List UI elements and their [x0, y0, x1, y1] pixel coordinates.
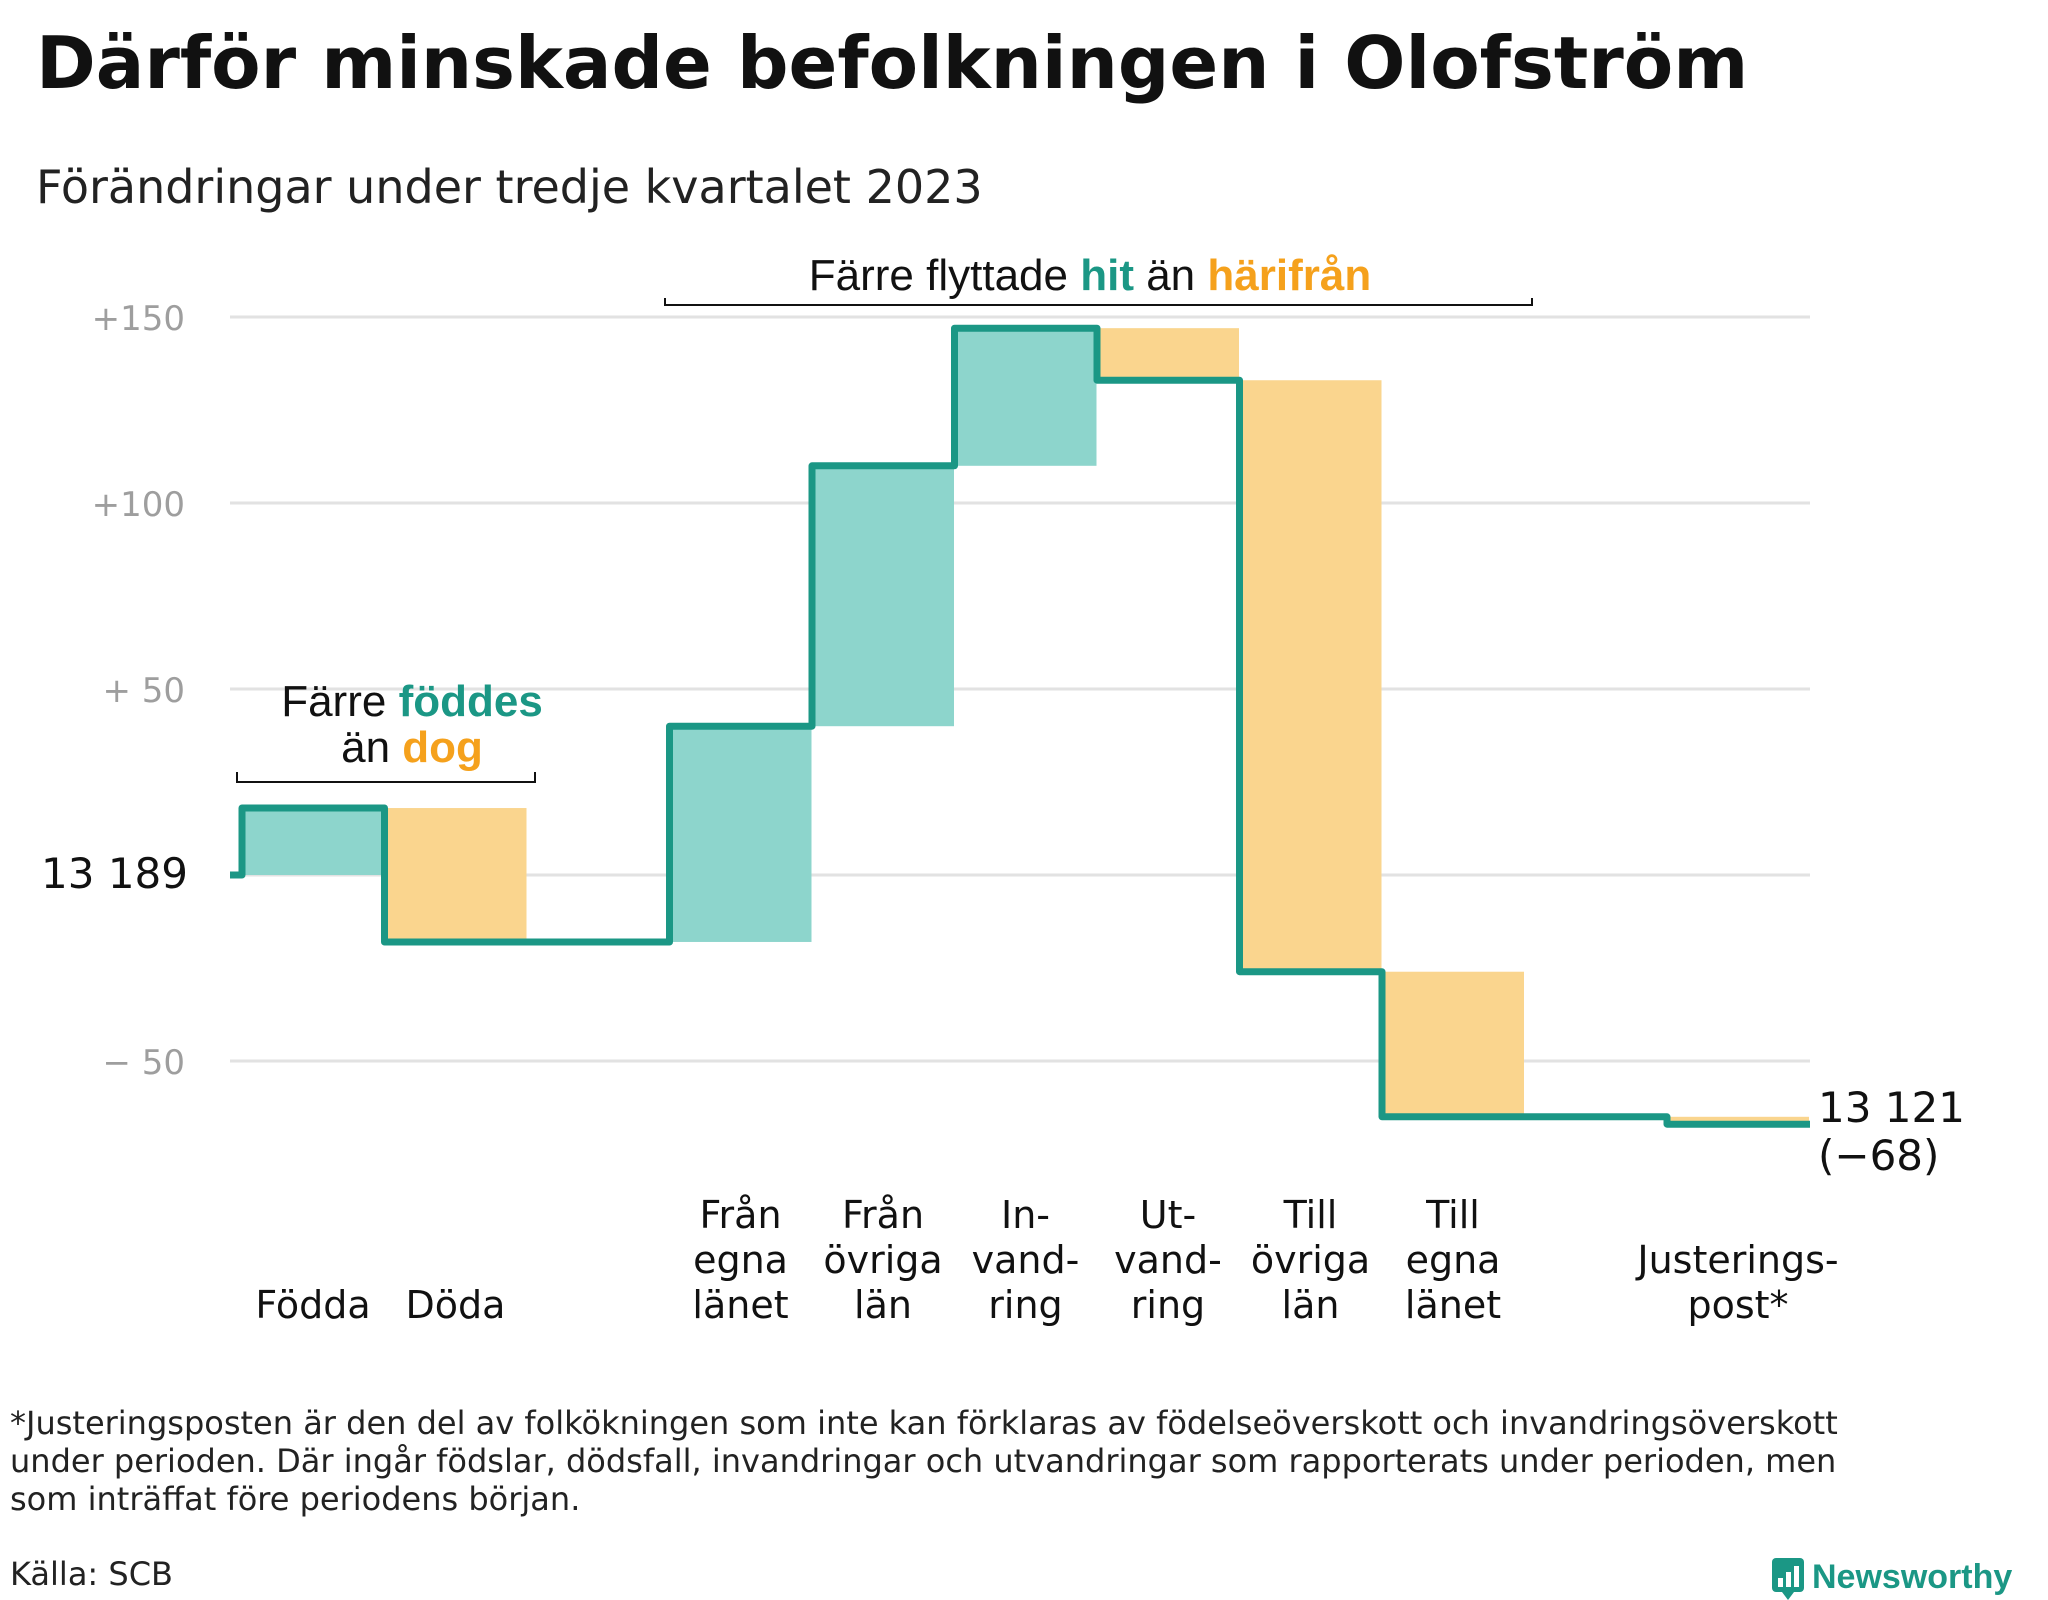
source-label: Källa: SCB: [10, 1555, 173, 1593]
footnote-line-3: som inträffat före periodens början.: [10, 1480, 580, 1518]
category-label: Till egna länet: [1405, 1193, 1501, 1327]
category-label: Födda: [255, 1283, 370, 1327]
migration-annotation-bracket: [664, 298, 1533, 306]
waterfall-bar: [1097, 328, 1239, 381]
migration-annotation-text: Färre flyttade hit än härifrån: [809, 251, 1371, 300]
footnote-line-1: *Justeringsposten är den del av folkökni…: [10, 1404, 1838, 1442]
waterfall-bar: [669, 726, 812, 942]
waterfall-bar: [812, 465, 954, 727]
y-tick-label: + 50: [102, 671, 185, 711]
category-label: Döda: [406, 1283, 506, 1327]
category-labels: Födda Döda Från egna länet Från övriga län In-va…: [255, 1193, 1838, 1327]
newsworthy-logo: Newsworthy: [1772, 1558, 2012, 1600]
births-annotation-line1: Färre föddes: [281, 677, 543, 726]
waterfall-bar: [1667, 1116, 1809, 1125]
waterfall-bar: [242, 808, 384, 875]
y-tick-label: +150: [92, 299, 185, 339]
category-label: Från övriga län: [823, 1193, 942, 1327]
waterfall-bar: [1382, 971, 1524, 1117]
births-annotation-line2: än dog: [341, 723, 483, 772]
waterfall-bar: [954, 328, 1097, 466]
end-change-label: (−68): [1818, 1131, 1939, 1180]
chart-subtitle: Förändringar under tredje kvartalet 2023: [36, 160, 983, 214]
waterfall-bars: [242, 328, 1809, 1125]
y-tick-label: − 50: [102, 1043, 185, 1083]
cumulative-line-group: [230, 324, 1813, 1128]
footnote-line-2: under perioden. Där ingår födslar, dödsf…: [10, 1442, 1836, 1480]
chart-title: Därför minskade befolkningen i Olofström: [36, 21, 1748, 105]
newsworthy-logo-text: Newsworthy: [1812, 1558, 2012, 1596]
waterfall-bar: [384, 808, 527, 942]
category-label: Justerings-post*: [1635, 1238, 1838, 1327]
births-annotation-bracket: [236, 772, 536, 783]
y-tick-label: +100: [92, 485, 185, 525]
births-deaths-annotation: Färre föddes än dog: [236, 677, 543, 783]
category-label: Till övriga län: [1251, 1193, 1370, 1327]
footnote: *Justeringsposten är den del av folkökni…: [10, 1404, 1838, 1518]
waterfall-bar: [1239, 380, 1382, 972]
migration-annotation: Färre flyttade hit än härifrån: [664, 251, 1533, 306]
category-label: Från egna länet: [692, 1193, 788, 1327]
y-axis-ticks: +150 +100 + 50 13 189 − 50: [41, 299, 188, 1083]
end-value-label: 13 121: [1818, 1083, 1965, 1132]
start-value-label: 13 189: [41, 849, 188, 898]
category-label: In-vand-ring: [972, 1193, 1080, 1327]
cumulative-step-line: [230, 324, 1813, 1128]
newsworthy-logo-icon: [1772, 1558, 1804, 1600]
category-label: Ut-vand-ring: [1114, 1193, 1222, 1327]
